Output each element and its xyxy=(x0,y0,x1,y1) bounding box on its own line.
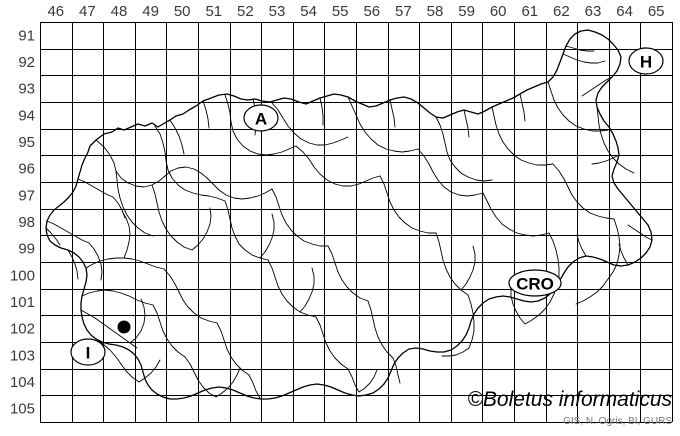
x-axis-tick-label: 50 xyxy=(174,3,191,20)
country-code-label: H xyxy=(640,53,652,72)
country-code-label: I xyxy=(86,344,91,363)
x-axis-labels: 46 47 48 49 50 51 52 53 54 55 56 57 58 59 60 61 62 63 64 65 xyxy=(47,3,664,20)
y-axis-tick-label: 95 xyxy=(18,134,35,151)
credit-text: GIS, N. Ogris, BI, GURS xyxy=(563,416,672,427)
x-axis-tick-label: 56 xyxy=(363,3,380,20)
x-axis-tick-label: 53 xyxy=(269,3,286,20)
y-axis-labels: 91 92 93 94 95 96 97 98 99 100 101 102 103 104 105 xyxy=(10,27,35,417)
x-axis-tick-label: 57 xyxy=(395,3,412,20)
slovenia-border xyxy=(45,29,653,400)
x-axis-tick-label: 46 xyxy=(47,3,64,20)
country-code-ellipse xyxy=(628,47,664,75)
y-axis-tick-label: 92 xyxy=(18,54,35,71)
y-axis-tick-label: 103 xyxy=(10,347,35,364)
y-axis-tick-label: 98 xyxy=(18,214,35,231)
y-axis-tick-label: 102 xyxy=(10,321,35,338)
y-axis-tick-label: 104 xyxy=(10,374,35,391)
copyright-text: ©Boletus informaticus xyxy=(467,388,672,411)
x-axis-tick-label: 48 xyxy=(111,3,128,20)
slovenia-outline xyxy=(45,29,653,400)
y-axis-tick-label: 96 xyxy=(18,161,35,178)
x-axis-tick-label: 62 xyxy=(553,3,570,20)
country-code-ellipse xyxy=(243,104,279,132)
y-axis-tick-label: 97 xyxy=(18,187,35,204)
coordinate-grid xyxy=(40,22,673,423)
occurrence-records xyxy=(117,320,131,334)
country-code-marker-h: H xyxy=(628,47,664,75)
x-axis-tick-label: 59 xyxy=(458,3,475,20)
x-axis-tick-label: 52 xyxy=(237,3,254,20)
x-axis-tick-label: 64 xyxy=(616,3,633,20)
x-axis-tick-label: 49 xyxy=(142,3,159,20)
x-axis-tick-label: 54 xyxy=(300,3,317,20)
y-axis-tick-label: 91 xyxy=(18,27,35,44)
x-axis-tick-label: 51 xyxy=(205,3,222,20)
y-axis-tick-label: 100 xyxy=(10,267,35,284)
country-code-marker-i: I xyxy=(70,338,106,366)
country-code-ellipse xyxy=(70,338,106,366)
country-code-label: CRO xyxy=(516,275,554,294)
x-axis-tick-label: 65 xyxy=(648,3,665,20)
y-axis-tick-label: 94 xyxy=(18,107,35,124)
country-code-label: A xyxy=(255,110,267,129)
y-axis-tick-label: 93 xyxy=(18,81,35,98)
x-axis-tick-label: 60 xyxy=(490,3,507,20)
internal-boundaries xyxy=(45,45,653,399)
x-axis-tick-label: 47 xyxy=(79,3,96,20)
country-code-ellipse xyxy=(508,269,562,297)
x-axis-tick-label: 63 xyxy=(585,3,602,20)
country-code-marker-cro: CRO xyxy=(508,269,562,297)
y-axis-tick-label: 105 xyxy=(10,401,35,418)
occurrence-record-dot xyxy=(117,320,131,334)
y-axis-tick-label: 99 xyxy=(18,241,35,258)
x-axis-tick-label: 61 xyxy=(521,3,538,20)
y-axis-tick-label: 101 xyxy=(10,294,35,311)
country-code-marker-a: A xyxy=(243,104,279,132)
neighbour-country-labels: A H I CRO xyxy=(70,47,664,366)
x-axis-tick-label: 58 xyxy=(427,3,444,20)
x-axis-tick-label: 55 xyxy=(332,3,349,20)
